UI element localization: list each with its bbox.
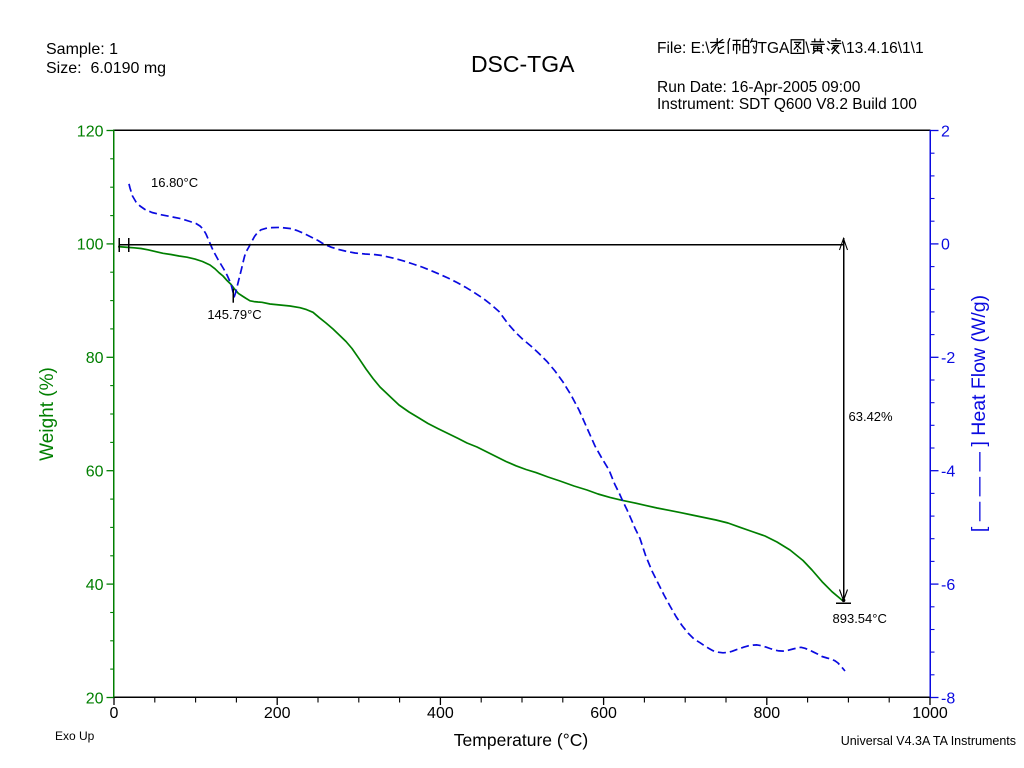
svg-text:63.42%: 63.42% xyxy=(849,409,894,424)
svg-text:[ — — — ] Heat Flow (W/g): [ — — — ] Heat Flow (W/g) xyxy=(968,295,990,532)
svg-text:Exo Up: Exo Up xyxy=(55,729,95,743)
svg-text:40: 40 xyxy=(86,577,104,594)
svg-text:\13.4.16\1\1: \13.4.16\1\1 xyxy=(842,40,924,57)
svg-text:80: 80 xyxy=(86,350,104,367)
svg-text:0: 0 xyxy=(941,237,950,254)
svg-text:Weight (%): Weight (%) xyxy=(37,367,58,461)
svg-text:-8: -8 xyxy=(941,690,955,707)
svg-text:TGA: TGA xyxy=(758,40,791,57)
svg-text:Temperature (°C): Temperature (°C) xyxy=(454,730,588,750)
svg-text:-6: -6 xyxy=(941,577,955,594)
svg-text:Size: 6.0190 mg: Size: 6.0190 mg xyxy=(46,60,166,77)
svg-text:100: 100 xyxy=(77,237,104,254)
svg-text:DSC-TGA: DSC-TGA xyxy=(471,51,575,77)
svg-text:16.80°C: 16.80°C xyxy=(151,175,198,190)
svg-text:20: 20 xyxy=(86,690,104,707)
svg-text:145.79°C: 145.79°C xyxy=(207,307,261,322)
svg-text:0: 0 xyxy=(110,705,119,722)
svg-text:Sample: 1: Sample: 1 xyxy=(46,41,118,58)
svg-text:Run Date: 16-Apr-2005 09:00: Run Date: 16-Apr-2005 09:00 xyxy=(657,79,861,96)
svg-text:200: 200 xyxy=(264,705,291,722)
svg-text:Instrument: SDT Q600 V8.2 Buil: Instrument: SDT Q600 V8.2 Build 100 xyxy=(657,96,917,113)
svg-text:1000: 1000 xyxy=(912,705,948,722)
svg-text:893.54°C: 893.54°C xyxy=(833,611,887,626)
svg-text:File: E:\: File: E:\ xyxy=(657,40,710,57)
svg-text:60: 60 xyxy=(86,464,104,481)
svg-text:2: 2 xyxy=(941,123,950,140)
svg-text:600: 600 xyxy=(590,705,617,722)
svg-text:800: 800 xyxy=(753,705,780,722)
svg-text:-2: -2 xyxy=(941,350,955,367)
svg-text:400: 400 xyxy=(427,705,454,722)
svg-text:-4: -4 xyxy=(941,464,955,481)
svg-text:120: 120 xyxy=(77,123,104,140)
svg-text:\: \ xyxy=(805,40,810,57)
svg-text:Universal V4.3A TA Instruments: Universal V4.3A TA Instruments xyxy=(841,734,1016,748)
